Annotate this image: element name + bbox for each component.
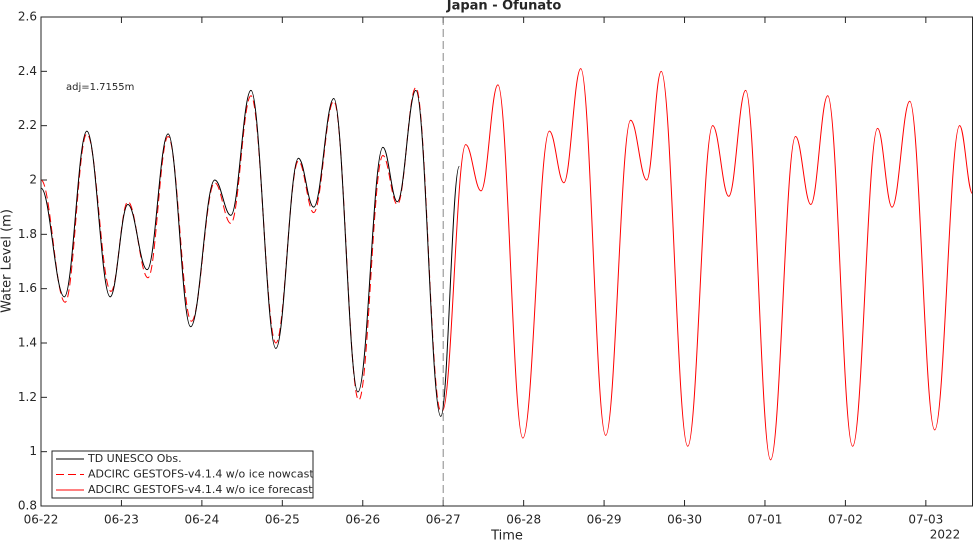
annotation: adj=1.7155m — [66, 82, 134, 93]
x-tick-label: 07-03 — [908, 513, 943, 527]
y-tick-label: 2 — [29, 173, 37, 187]
year-label: 2022 — [930, 528, 961, 541]
y-tick-label: 1 — [29, 444, 37, 458]
y-tick-label: 2.2 — [18, 118, 37, 132]
x-tick-label: 07-02 — [828, 513, 863, 527]
x-tick-label: 06-26 — [345, 513, 380, 527]
x-tick-label: 06-29 — [587, 513, 622, 527]
legend-label: TD UNESCO Obs. — [87, 452, 182, 465]
y-tick-label: 1.2 — [18, 390, 37, 404]
y-tick-label: 2.4 — [18, 64, 37, 78]
series-line — [40, 89, 460, 417]
series-line — [40, 87, 442, 412]
legend-box — [51, 450, 314, 499]
x-tick-label: 06-28 — [506, 513, 541, 527]
y-tick-label: 2.6 — [18, 10, 37, 24]
x-tick-label: 06-22 — [24, 513, 59, 527]
x-tick-label: 06-23 — [104, 513, 139, 527]
chart-title: Japan - Ofunato — [446, 0, 562, 14]
series-line — [441, 68, 973, 461]
legend-label: ADCIRC GESTOFS-v4.1.4 w/o ice forecast — [88, 483, 313, 496]
y-axis-label: Water Level (m) — [0, 209, 15, 313]
y-tick-label: 1.6 — [18, 281, 37, 295]
x-tick-label: 06-25 — [265, 513, 300, 527]
legend: TD UNESCO Obs. ADCIRC GESTOFS-v4.1.4 w/o … — [51, 450, 314, 499]
legend-label: ADCIRC GESTOFS-v4.1.4 w/o ice nowcast — [88, 468, 314, 481]
x-tick-label: 07-01 — [748, 513, 783, 527]
x-tick-label: 06-30 — [667, 513, 702, 527]
x-axis-label: Time — [490, 529, 523, 541]
y-tick-label: 1.4 — [18, 336, 37, 350]
x-tick-label: 06-24 — [184, 513, 219, 527]
x-tick-label: 06-27 — [426, 513, 461, 527]
y-tick-label: 0.8 — [18, 499, 37, 513]
y-tick-label: 1.8 — [18, 227, 37, 241]
